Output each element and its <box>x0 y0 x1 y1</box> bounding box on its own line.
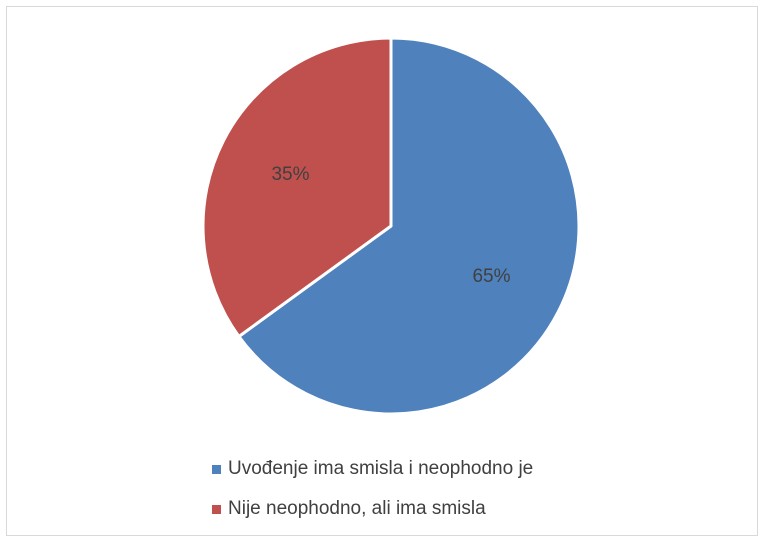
legend-label-1: Nije neophodno, ali ima smisla <box>228 498 486 519</box>
pie-data-label-0: 65% <box>472 266 510 287</box>
pie-slice-1 <box>201 36 393 339</box>
legend-item-1: Nije neophodno, ali ima smisla <box>212 495 632 523</box>
legend: Uvođenje ima smisla i neophodno je Nije … <box>212 455 632 535</box>
pie-data-label-1: 35% <box>271 164 309 185</box>
pie-slice-0 <box>237 36 581 416</box>
legend-swatch-1 <box>212 504 221 514</box>
legend-label-0: Uvođenje ima smisla i neophodno je <box>228 458 534 479</box>
legend-item-0: Uvođenje ima smisla i neophodno je <box>212 455 632 483</box>
pie-data-labels: 65% 35% <box>271 164 510 287</box>
pie-slices <box>201 36 581 416</box>
legend-swatch-0 <box>212 464 221 474</box>
